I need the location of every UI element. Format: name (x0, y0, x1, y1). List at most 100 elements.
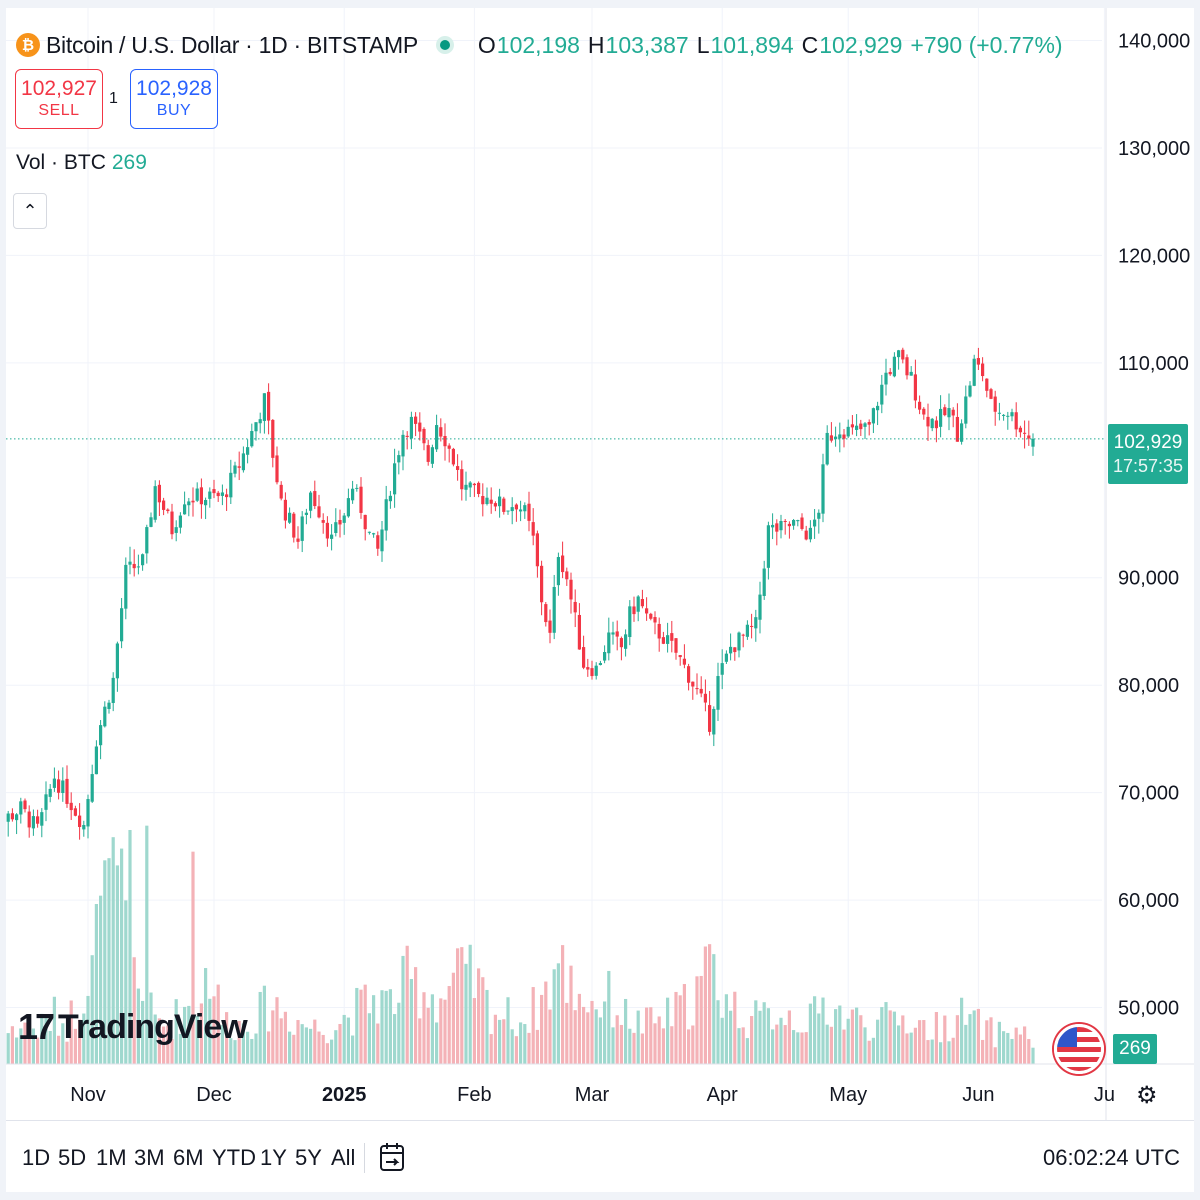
volume-bar (191, 851, 195, 1064)
range-5d-button[interactable]: 5D (58, 1145, 87, 1170)
candle-body (195, 488, 199, 501)
volume-bar (330, 1039, 334, 1064)
candle-body (737, 632, 741, 651)
candle-body (565, 571, 569, 580)
range-ytd-button[interactable]: YTD (212, 1145, 256, 1170)
volume-bar (577, 993, 581, 1064)
range-3m-button[interactable]: 3M (134, 1145, 165, 1170)
last-price: 102,929 (1113, 432, 1183, 453)
candlesticks (6, 347, 1035, 840)
candle-body (691, 681, 695, 687)
candle-body (65, 778, 69, 804)
volume-bar (468, 944, 472, 1064)
volume-legend[interactable]: Vol · BTC 269 (16, 151, 147, 175)
candle-body (241, 453, 245, 471)
volume-bar (216, 984, 220, 1064)
volume-bar (229, 1038, 233, 1064)
calendar-icon[interactable] (378, 1141, 408, 1175)
candle-body (296, 538, 300, 542)
volume-bar (65, 1041, 69, 1064)
volume-bar (325, 1043, 329, 1064)
volume-bar (733, 991, 737, 1064)
symbol-title[interactable]: Bitcoin / U.S. Dollar · 1D · BITSTAMP (46, 31, 418, 58)
us-flag-icon[interactable] (1054, 1024, 1104, 1074)
candle-body (834, 436, 838, 440)
range-1y-button[interactable]: 1Y (260, 1145, 287, 1170)
volume-bar (968, 1014, 972, 1064)
volume-bar (859, 1015, 863, 1064)
buy-button[interactable]: 102,928 BUY (130, 69, 218, 129)
sell-button[interactable]: 102,927 SELL (15, 69, 103, 129)
gear-icon[interactable]: ⚙ (1136, 1082, 1158, 1109)
close-value: 102,929 (819, 31, 903, 58)
volume-bar (19, 1028, 23, 1064)
candle-body (586, 667, 590, 670)
volume-bar (842, 1029, 846, 1064)
volume-bar (241, 1023, 245, 1064)
price-tick-label: 130,000 (1118, 138, 1190, 160)
time-tick-label: Mar (575, 1084, 610, 1106)
open-value: 102,198 (496, 31, 580, 58)
high-label: H (587, 31, 605, 58)
utc-clock[interactable]: 06:02:24 UTC (1043, 1145, 1180, 1170)
time-tick-label: Ju (1094, 1084, 1115, 1106)
volume-bar (178, 1033, 182, 1064)
candle-body (170, 511, 174, 535)
volume-bar (1018, 1034, 1022, 1064)
volume-bar (367, 1013, 371, 1064)
candle-body (897, 350, 901, 358)
candle-body (363, 514, 367, 530)
candle-body (771, 524, 775, 528)
price-axis[interactable]: 140,000 130,000 120,000 110,000 90,000 80,000… (1105, 8, 1190, 1120)
range-1m-button[interactable]: 1M (96, 1145, 127, 1170)
volume-bar (372, 995, 376, 1064)
candle-body (267, 391, 271, 421)
candle-body (985, 378, 989, 391)
volume-bar (204, 968, 208, 1064)
volume-bar (598, 1017, 602, 1064)
candle-body (804, 530, 808, 540)
tradingview-logo[interactable]: 17 TradingView (18, 1006, 248, 1048)
candle-body (31, 816, 35, 829)
volume-bar (586, 1012, 590, 1064)
collapse-legend-button[interactable]: ⌃ (13, 193, 47, 229)
candle-body (103, 706, 107, 727)
volume-bar (540, 994, 544, 1064)
candle-body (577, 614, 581, 650)
volume-bar (750, 1016, 754, 1064)
candle-body (107, 702, 111, 710)
time-axis[interactable]: Nov Dec 2025 Feb Mar Apr May Jun Ju (6, 1063, 1194, 1106)
volume-bar (573, 1010, 577, 1064)
volume-bar (981, 1039, 985, 1064)
range-all-button[interactable]: All (331, 1145, 356, 1170)
market-status-icon[interactable] (439, 40, 450, 50)
candle-body (779, 521, 783, 531)
volume-bar (174, 999, 178, 1064)
volume-bar (821, 997, 825, 1064)
candle-body (376, 535, 380, 549)
range-6m-button[interactable]: 6M (173, 1145, 204, 1170)
volume-bar (250, 1038, 254, 1064)
candle-body (666, 635, 670, 644)
candle-body (955, 416, 959, 442)
volume-bar (561, 945, 565, 1064)
candle-body (758, 594, 762, 620)
candle-body (57, 779, 61, 793)
candle-body (460, 469, 464, 490)
volume-bar (531, 987, 535, 1064)
candle-body (502, 498, 506, 512)
candle-body (124, 564, 128, 609)
price-chart[interactable]: 140,000 130,000 120,000 110,000 90,000 80,000… (6, 8, 1194, 1120)
candle-body (632, 606, 636, 615)
candle-body (359, 486, 363, 513)
candle-body (624, 634, 628, 649)
time-tick-label: Dec (196, 1084, 232, 1106)
range-5y-button[interactable]: 5Y (295, 1145, 322, 1170)
candle-body (922, 408, 926, 415)
candle-body (451, 448, 455, 465)
candle-body (283, 499, 287, 521)
candle-body (846, 426, 850, 437)
candle-body (930, 418, 934, 429)
range-1d-button[interactable]: 1D (22, 1145, 51, 1170)
candle-body (99, 725, 103, 746)
